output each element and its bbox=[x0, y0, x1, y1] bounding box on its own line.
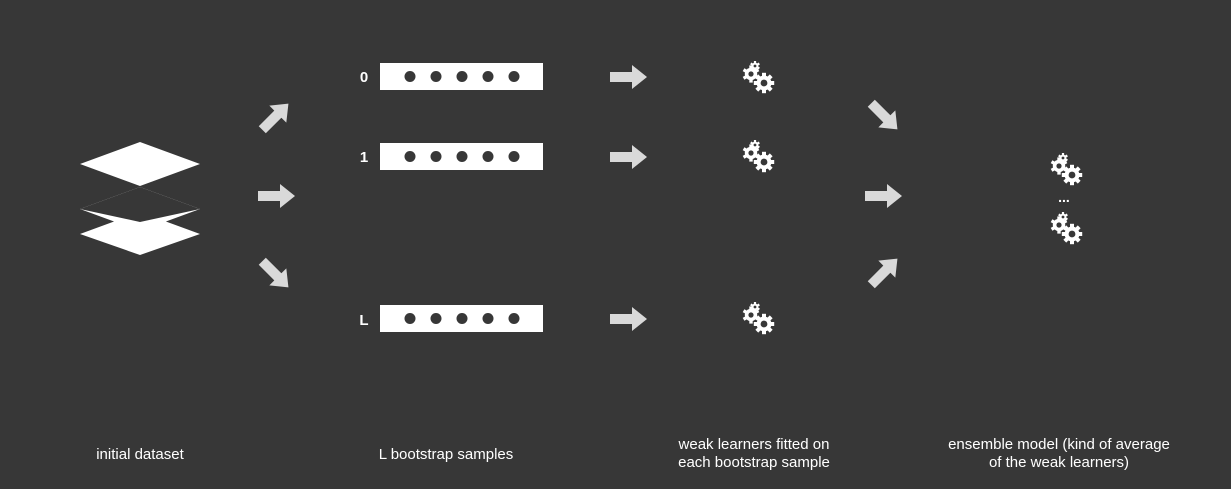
sample-dot bbox=[508, 71, 520, 82]
arrow-sample-1-to-learner bbox=[610, 145, 647, 169]
weak-learner-L-gears-icon bbox=[742, 302, 775, 335]
ensemble-separator: ... bbox=[1058, 189, 1070, 205]
sample-dot bbox=[404, 313, 416, 324]
stacked-layers-icon bbox=[80, 142, 200, 255]
sample-dot bbox=[482, 71, 494, 82]
sample-dot bbox=[456, 71, 468, 82]
sample-dot bbox=[456, 313, 468, 324]
sample-dot bbox=[508, 313, 520, 324]
sample-dot bbox=[508, 151, 520, 162]
ensemble-model: ... bbox=[1050, 153, 1083, 245]
caption-weak-learners: weak learners fitted on each bootstrap s… bbox=[678, 436, 830, 471]
sample-dot bbox=[456, 151, 468, 162]
bootstrap-sample-1: 1 bbox=[360, 143, 543, 170]
arrow-dataset-to-sample-L bbox=[253, 252, 297, 296]
sample-label: 1 bbox=[360, 149, 368, 166]
bootstrap-sample-0: 0 bbox=[360, 63, 543, 90]
weak-learner-1-gears-icon bbox=[742, 140, 775, 173]
sample-dot bbox=[430, 71, 442, 82]
arrow-learner-0-to-ensemble bbox=[862, 94, 906, 138]
arrow-sample-L-to-learner bbox=[610, 307, 647, 331]
sample-dot bbox=[482, 151, 494, 162]
sample-dot bbox=[430, 151, 442, 162]
arrow-dataset-to-sample-1 bbox=[258, 184, 295, 208]
ensemble-gears-icon-top bbox=[1050, 153, 1083, 186]
sample-label: 0 bbox=[360, 69, 368, 86]
bootstrap-sample-L: L bbox=[359, 305, 543, 332]
caption-ensemble-model: ensemble model (kind of average of the w… bbox=[948, 436, 1170, 471]
caption-initial-dataset: initial dataset bbox=[96, 446, 184, 463]
arrow-learner-1-to-ensemble bbox=[865, 184, 902, 208]
arrow-sample-0-to-learner bbox=[610, 65, 647, 89]
sample-dot bbox=[482, 313, 494, 324]
sample-dot bbox=[404, 151, 416, 162]
sample-label: L bbox=[359, 312, 368, 329]
ensemble-gears-icon-bottom bbox=[1050, 212, 1083, 245]
sample-dot bbox=[404, 71, 416, 82]
arrow-learner-L-to-ensemble bbox=[862, 250, 906, 294]
caption-bootstrap-samples: L bootstrap samples bbox=[378, 446, 514, 463]
arrow-dataset-to-sample-0 bbox=[253, 95, 297, 139]
sample-dot bbox=[430, 313, 442, 324]
weak-learner-0-gears-icon bbox=[742, 61, 775, 94]
